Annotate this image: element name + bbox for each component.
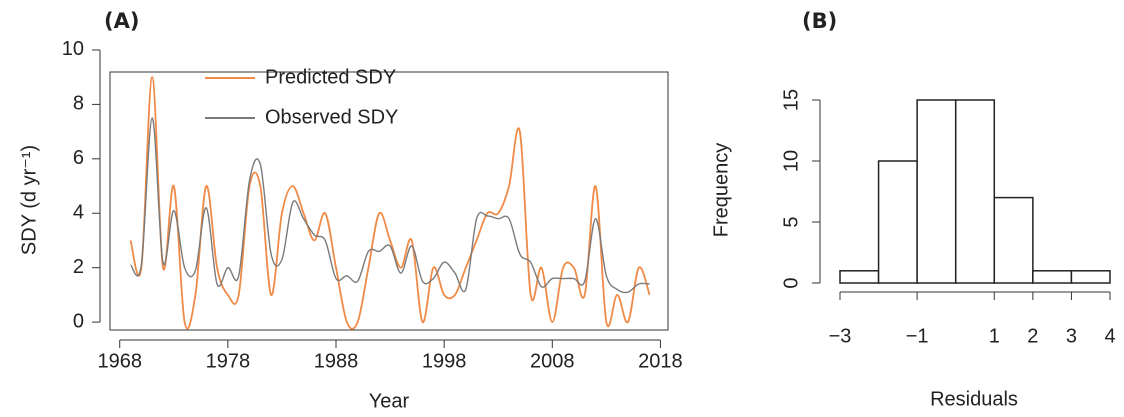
x-tick-label: −3 xyxy=(829,325,852,347)
y-tick-label: 10 xyxy=(780,150,802,172)
bar xyxy=(877,160,918,284)
y-tick-label: 6 xyxy=(73,147,84,169)
y-axis-title: SDY (d yr⁻¹) xyxy=(18,145,40,255)
x-tick-label: 1968 xyxy=(97,350,142,372)
x-tick-label: 2018 xyxy=(638,350,683,372)
x-tick-label: 2 xyxy=(1027,325,1038,347)
x-tick-label: 2008 xyxy=(530,350,575,372)
x-tick-label: 1978 xyxy=(206,350,251,372)
bar xyxy=(839,270,880,284)
legend-label: Predicted SDY xyxy=(265,66,396,88)
x-axis-title: Year xyxy=(369,390,410,412)
bar xyxy=(916,99,957,284)
plot-frame xyxy=(109,71,669,331)
y-tick-label: 0 xyxy=(780,277,802,288)
y-tick-label: 4 xyxy=(73,202,84,224)
x-tick-label: 1998 xyxy=(422,350,467,372)
y-tick-label: 5 xyxy=(780,216,802,227)
legend-label: Observed SDY xyxy=(265,106,398,128)
x-tick-label: −1 xyxy=(906,325,929,347)
bar xyxy=(993,196,1034,284)
x-tick-label: 4 xyxy=(1104,325,1115,347)
y-tick-label: 10 xyxy=(62,38,84,60)
y-axis-title: Frequency xyxy=(710,143,732,238)
y-tick-label: 8 xyxy=(73,93,84,115)
panel-title: (B) xyxy=(802,9,837,33)
y-tick-label: 0 xyxy=(73,310,84,332)
x-tick-label: 1988 xyxy=(314,350,359,372)
data-line xyxy=(129,117,650,294)
bar xyxy=(1032,270,1073,284)
panel-title: (A) xyxy=(104,9,139,33)
x-tick-label: 1 xyxy=(989,325,1000,347)
x-axis-title: Residuals xyxy=(930,388,1018,410)
y-tick-label: 2 xyxy=(73,256,84,278)
x-tick-label: 3 xyxy=(1066,325,1077,347)
y-tick-label: 15 xyxy=(780,89,802,111)
bar xyxy=(954,99,996,284)
bar xyxy=(1070,270,1111,284)
